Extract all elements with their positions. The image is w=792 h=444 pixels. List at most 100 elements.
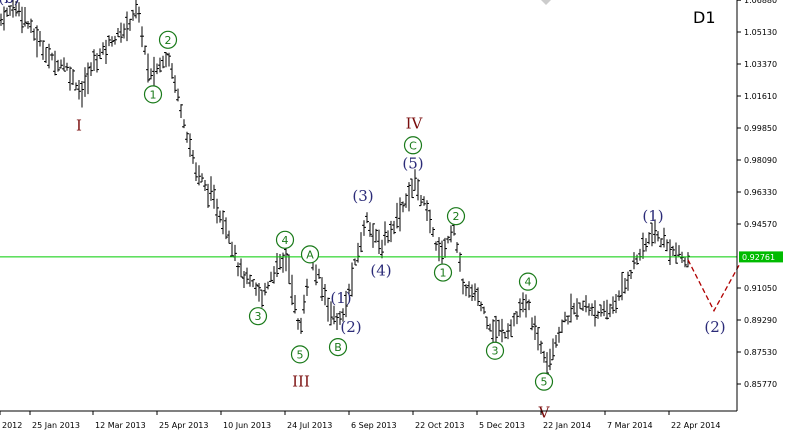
price-bar (416, 178, 420, 201)
price-bar (128, 18, 132, 31)
price-bar (443, 237, 447, 258)
price-bar (602, 300, 606, 317)
price-bar (365, 212, 369, 224)
price-bar (470, 284, 474, 301)
price-bar (44, 46, 48, 63)
price-bar (62, 57, 66, 72)
price-bar (143, 45, 147, 55)
wave-circle-shape (248, 307, 268, 326)
price-bar (212, 184, 216, 209)
price-bar (80, 81, 84, 108)
price-bar (134, 0, 138, 19)
price-bar (266, 281, 270, 290)
price-bar (515, 311, 519, 325)
wave-label-text: 5 (541, 376, 548, 389)
price-bar (335, 312, 339, 331)
price-bar (677, 245, 681, 257)
price-bar (572, 302, 576, 315)
projection-path (687, 259, 741, 313)
wave-label-text: (b) (0, 0, 20, 7)
price-bar (554, 334, 558, 348)
time-axis: 2012 25 Jan 2013 12 Mar 2013 25 Apr 2013 10 … (0, 411, 720, 430)
price-bar (563, 311, 567, 323)
price-bar (227, 230, 231, 244)
price-bar (647, 232, 651, 245)
wave-label-text: (3) (352, 187, 373, 205)
price-bar (461, 278, 465, 295)
price-bar (122, 23, 126, 39)
price-bar (566, 315, 570, 325)
price-bar (173, 75, 177, 93)
current-price-tag-bg (739, 251, 783, 263)
price-bar (140, 26, 144, 48)
price-bar (218, 210, 222, 223)
price-bar (38, 31, 42, 47)
price-bar (392, 220, 396, 235)
price-bar (575, 298, 579, 320)
wave-label-text: (2) (340, 318, 361, 336)
price-bar (125, 11, 129, 42)
price-bar (182, 119, 186, 129)
price-bar (479, 301, 483, 312)
wave-label-text: 1 (150, 88, 157, 101)
price-bar (47, 43, 51, 69)
price-bar (197, 165, 201, 186)
price-bar (107, 35, 111, 47)
price-tick-label: 0.85770 (744, 380, 777, 389)
scroll-marker-icon (541, 0, 551, 5)
wave-label-text: (5) (402, 154, 423, 172)
price-tick-label: 0.96330 (744, 188, 777, 197)
price-bar (686, 252, 690, 268)
price-bar (146, 53, 150, 83)
price-bar (206, 183, 210, 208)
wave-label-circle: C (403, 136, 423, 155)
price-bar (491, 319, 495, 344)
price-bar (329, 301, 333, 326)
price-tick-label: 1.06880 (744, 0, 777, 5)
price-bar (467, 281, 471, 298)
price-bar (56, 59, 60, 72)
price-bar (299, 317, 303, 334)
price-bar (338, 310, 342, 325)
price-tick-label: 0.91050 (744, 284, 777, 293)
price-bar (362, 220, 366, 236)
wave-label-text: (1) (330, 289, 351, 307)
price-bar (503, 331, 507, 339)
price-bar (284, 247, 288, 272)
price-bar (434, 241, 438, 251)
price-bar (20, 6, 24, 34)
price-bar (347, 283, 351, 295)
price-bar (620, 271, 624, 301)
price-bar (668, 239, 672, 265)
price-bar (653, 219, 657, 244)
wave-label-text: B (334, 341, 342, 354)
price-bar (260, 289, 264, 308)
price-bars (0, 0, 690, 377)
price-bar (269, 271, 273, 283)
price-bar (671, 245, 675, 256)
wave-circle-shape (275, 230, 295, 249)
price-bar (29, 18, 33, 33)
price-tick-label: 0.94570 (744, 220, 777, 229)
price-bar (464, 284, 468, 297)
price-bar (527, 299, 531, 311)
price-bar (71, 69, 75, 86)
price-tick-label: 1.01610 (744, 92, 777, 101)
price-bar (104, 39, 108, 65)
price-bar (155, 63, 159, 75)
price-bar (254, 282, 258, 296)
price-bar (35, 25, 39, 58)
time-tick-label: 24 Jul 2013 (287, 421, 332, 430)
price-bar (77, 79, 81, 100)
time-tick-label: 10 Jun 2013 (223, 421, 271, 430)
time-tick-label: 22 Jan 2014 (543, 421, 591, 430)
price-bar (644, 238, 648, 252)
price-bar (215, 198, 219, 224)
price-bar (632, 252, 636, 270)
price-bar (500, 318, 504, 343)
price-bar (446, 235, 450, 244)
price-bar (317, 268, 321, 279)
price-bar (512, 312, 516, 327)
price-bar (587, 303, 591, 316)
